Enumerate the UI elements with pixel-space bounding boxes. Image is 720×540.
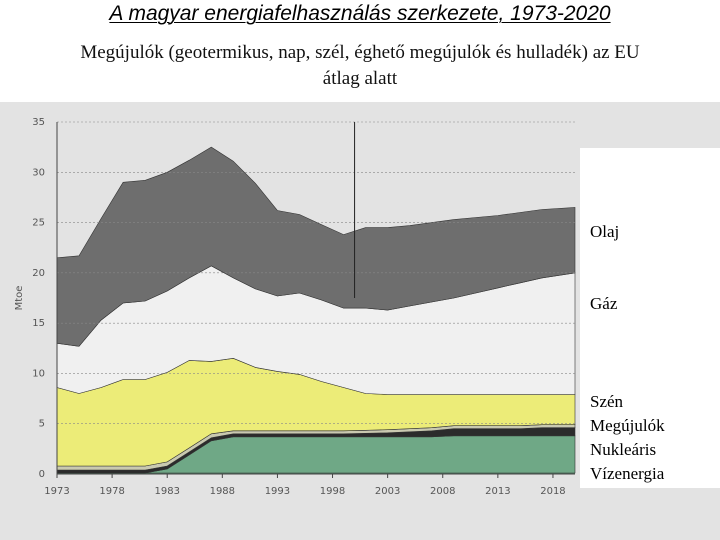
subtitle-line-1: Megújulók (geotermikus, nap, szél, éghet…: [80, 42, 640, 63]
y-tick-30: 30: [32, 167, 45, 178]
legend-item-gaz: Gáz: [590, 294, 618, 313]
x-tick-1998: 1998: [320, 486, 345, 497]
legend-item-szen: Szén: [590, 392, 624, 411]
x-tick-1983: 1983: [154, 486, 179, 497]
legend-item-vizenergia: Vízenergia: [590, 464, 665, 483]
y-tick-labels: 0 5 10 15 20 25 30 35: [32, 117, 45, 480]
y-tick-5: 5: [39, 419, 45, 430]
chart-title: A magyar energiafelhasználás szerkezete,…: [109, 2, 611, 25]
grid-lines: [57, 121, 575, 425]
axes: [56, 122, 575, 475]
y-tick-20: 20: [32, 268, 45, 279]
y-tick-15: 15: [32, 318, 45, 329]
y-axis-label: Mtoe: [14, 286, 25, 311]
x-tick-2018: 2018: [540, 486, 565, 497]
legend: Olaj Gáz Szén Megújulók Nukleáris Vízene…: [580, 148, 720, 488]
chart-subtitle: Megújulók (geotermikus, nap, szél, éghet…: [30, 40, 690, 92]
x-tick-2003: 2003: [375, 486, 400, 497]
x-tick-2013: 2013: [485, 486, 510, 497]
subtitle-line-2: átlag alatt: [322, 68, 398, 89]
legend-item-olaj: Olaj: [590, 222, 620, 241]
x-tick-1973: 1973: [44, 486, 69, 497]
x-tick-1988: 1988: [210, 486, 235, 497]
x-tick-2008: 2008: [430, 486, 455, 497]
x-tick-1993: 1993: [265, 486, 290, 497]
x-tick-labels: 1973 1978 1983 1988 1993 1998 2003 2008 2013 2018: [44, 474, 566, 497]
y-tick-25: 25: [32, 218, 45, 229]
y-tick-35: 35: [32, 117, 45, 128]
area-layers: [56, 146, 576, 474]
x-tick-1978: 1978: [99, 486, 124, 497]
y-tick-0: 0: [39, 469, 45, 480]
legend-item-nuklearis: Nukleáris: [590, 440, 657, 459]
y-tick-10: 10: [32, 368, 45, 379]
legend-item-megujulok: Megújulók: [590, 416, 665, 435]
